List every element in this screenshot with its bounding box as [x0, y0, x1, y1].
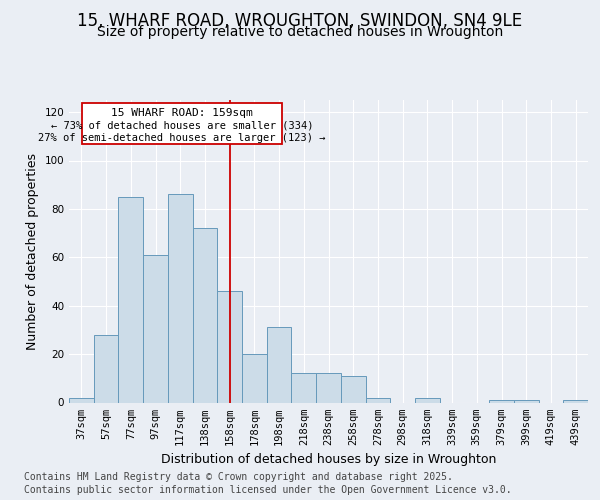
- Text: ← 73% of detached houses are smaller (334): ← 73% of detached houses are smaller (33…: [50, 120, 313, 130]
- Text: Contains HM Land Registry data © Crown copyright and database right 2025.: Contains HM Land Registry data © Crown c…: [24, 472, 453, 482]
- Text: Size of property relative to detached houses in Wroughton: Size of property relative to detached ho…: [97, 25, 503, 39]
- Bar: [217, 291, 242, 403]
- Y-axis label: Number of detached properties: Number of detached properties: [26, 153, 39, 350]
- Text: Contains public sector information licensed under the Open Government Licence v3: Contains public sector information licen…: [24, 485, 512, 495]
- Bar: [267, 328, 292, 402]
- X-axis label: Distribution of detached houses by size in Wroughton: Distribution of detached houses by size …: [161, 453, 496, 466]
- Bar: [563, 400, 588, 402]
- Bar: [292, 374, 316, 402]
- FancyBboxPatch shape: [82, 103, 282, 144]
- Bar: [143, 255, 168, 402]
- Bar: [415, 398, 440, 402]
- Bar: [365, 398, 390, 402]
- Bar: [118, 197, 143, 402]
- Bar: [193, 228, 217, 402]
- Bar: [316, 374, 341, 402]
- Text: 27% of semi-detached houses are larger (123) →: 27% of semi-detached houses are larger (…: [38, 133, 326, 143]
- Bar: [94, 334, 118, 402]
- Bar: [341, 376, 365, 402]
- Bar: [168, 194, 193, 402]
- Bar: [489, 400, 514, 402]
- Text: 15 WHARF ROAD: 159sqm: 15 WHARF ROAD: 159sqm: [111, 108, 253, 118]
- Bar: [242, 354, 267, 403]
- Text: 15, WHARF ROAD, WROUGHTON, SWINDON, SN4 9LE: 15, WHARF ROAD, WROUGHTON, SWINDON, SN4 …: [77, 12, 523, 30]
- Bar: [514, 400, 539, 402]
- Bar: [69, 398, 94, 402]
